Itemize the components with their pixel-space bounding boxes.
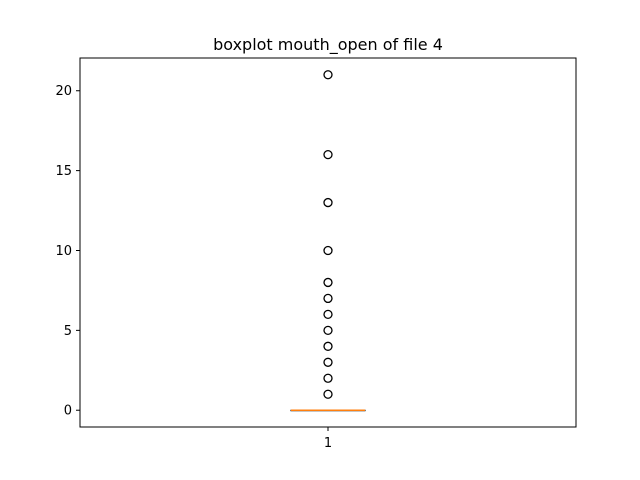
y-tick-label: 10 xyxy=(55,244,72,259)
y-tick-label: 0 xyxy=(64,404,72,419)
plot-area xyxy=(290,70,366,412)
chart-title: boxplot mouth_open of file 4 xyxy=(213,35,443,55)
outlier-point xyxy=(323,70,333,80)
outlier-point xyxy=(323,341,333,351)
x-tick-label: 1 xyxy=(324,436,332,451)
y-axis: 0 5 10 15 20 xyxy=(55,84,80,419)
outlier-point xyxy=(323,293,333,304)
outlier-point xyxy=(323,373,333,383)
x-axis: 1 xyxy=(324,427,332,451)
y-tick-label: 15 xyxy=(55,164,72,179)
outlier-point xyxy=(323,357,333,367)
y-tick-label: 5 xyxy=(64,324,72,339)
outlier-point xyxy=(323,245,333,256)
outlier-point xyxy=(323,309,333,320)
outlier-point xyxy=(323,277,333,288)
axes-frame xyxy=(79,57,577,428)
y-tick-label: 20 xyxy=(55,84,72,99)
outlier-point xyxy=(323,325,333,336)
outlier-point xyxy=(323,389,333,399)
outlier-point xyxy=(323,149,333,160)
outlier-point xyxy=(323,197,333,208)
